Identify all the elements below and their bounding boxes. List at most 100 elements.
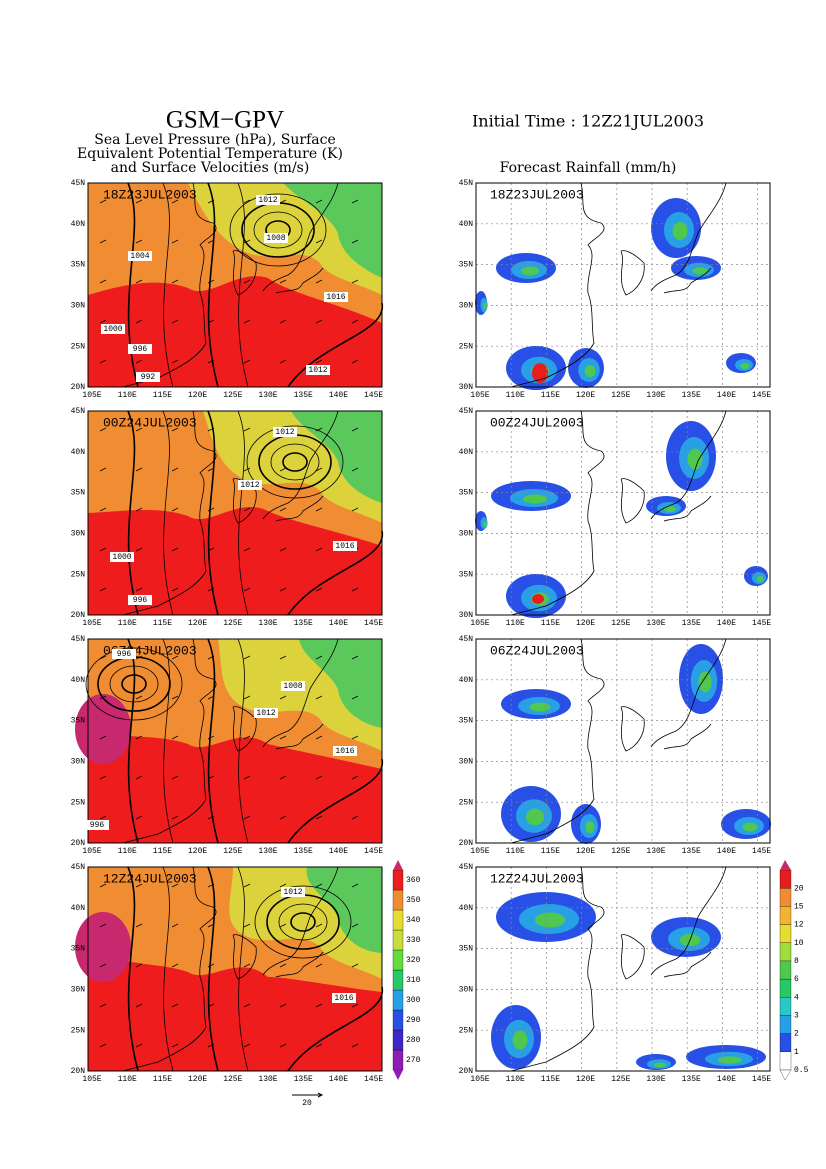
wind-vector bbox=[243, 775, 251, 780]
wind-vector bbox=[207, 359, 215, 364]
colorbar-label: 3 bbox=[794, 1012, 799, 1021]
isobar bbox=[207, 638, 219, 844]
wind-vector bbox=[171, 359, 179, 364]
colorbar-label: 15 bbox=[794, 902, 804, 911]
wind-vector bbox=[243, 319, 251, 324]
colorbar-segment bbox=[392, 889, 404, 911]
wind-vector bbox=[279, 883, 287, 888]
rain-area bbox=[692, 267, 708, 275]
colorbar-segment bbox=[779, 978, 792, 998]
lon-label: 145E bbox=[364, 391, 383, 400]
lon-label: 105E bbox=[82, 619, 101, 628]
wind-vector bbox=[279, 587, 287, 592]
colorbar-segment bbox=[779, 960, 792, 980]
lat-label: 30N bbox=[71, 302, 86, 311]
isobar bbox=[162, 866, 174, 1072]
isobar-label: 1012 bbox=[240, 481, 259, 490]
lon-label: 140E bbox=[329, 391, 348, 400]
wind-vector bbox=[135, 923, 143, 928]
lon-label: 110E bbox=[118, 1075, 137, 1084]
wind-vector bbox=[315, 587, 323, 592]
rain-area bbox=[740, 363, 750, 369]
rain-panel: 06Z24JUL2003 bbox=[475, 638, 771, 844]
wind-vector bbox=[351, 695, 359, 700]
colorbar-segment bbox=[392, 949, 404, 971]
wind-vector bbox=[279, 735, 287, 740]
lat-label: 25N bbox=[459, 1026, 474, 1035]
wind-vector bbox=[207, 467, 215, 472]
rain-area bbox=[756, 576, 764, 582]
lat-label: 30N bbox=[71, 530, 86, 539]
isobar bbox=[254, 885, 352, 959]
wind-vector bbox=[171, 963, 179, 968]
rain-title: Forecast Rainfall (mm/h) bbox=[500, 160, 677, 176]
lon-label: 105E bbox=[470, 391, 489, 400]
isobar-label: 1000 bbox=[112, 553, 131, 562]
wind-vector bbox=[135, 467, 143, 472]
isobar bbox=[287, 530, 383, 616]
wind-vector bbox=[279, 655, 287, 660]
wind-vector bbox=[171, 467, 179, 472]
lat-label: 40N bbox=[459, 220, 474, 229]
frame bbox=[475, 182, 771, 388]
wind-vector bbox=[207, 239, 215, 244]
lon-label: 135E bbox=[294, 391, 313, 400]
frame bbox=[475, 866, 771, 1072]
lon-label: 145E bbox=[752, 391, 771, 400]
isobar-label: 1012 bbox=[308, 366, 327, 375]
wind-vector bbox=[243, 1003, 251, 1008]
isobar-label: 1004 bbox=[130, 252, 149, 261]
theta-panel: 00Z24JUL2003 1012 1012 1016 1000 996 bbox=[87, 410, 383, 616]
wind-vector bbox=[99, 467, 107, 472]
isobar-label: 1008 bbox=[266, 234, 285, 243]
wind-vector bbox=[351, 1043, 359, 1048]
lon-label: 135E bbox=[294, 619, 313, 628]
coastline bbox=[510, 638, 727, 844]
wind-vector bbox=[135, 963, 143, 968]
lon-label: 120E bbox=[188, 847, 207, 856]
wind-vector bbox=[279, 319, 287, 324]
colorbar-label: 20 bbox=[794, 884, 804, 893]
wind-vector bbox=[171, 883, 179, 888]
lat-label: 25N bbox=[71, 798, 86, 807]
colorbar-label: 310 bbox=[406, 976, 421, 985]
wind-vector bbox=[315, 735, 323, 740]
lon-label: 125E bbox=[611, 391, 630, 400]
lon-label: 135E bbox=[682, 1075, 701, 1084]
colorbar-end bbox=[779, 1069, 792, 1081]
isobar bbox=[162, 638, 174, 844]
lon-label: 115E bbox=[541, 847, 560, 856]
theta-magenta bbox=[75, 694, 131, 764]
wind-vector bbox=[279, 1043, 287, 1048]
isobar bbox=[278, 903, 328, 941]
colorbar-label: 340 bbox=[406, 916, 421, 925]
wind-vector bbox=[315, 467, 323, 472]
wind-vector bbox=[243, 507, 251, 512]
lon-label: 145E bbox=[752, 1075, 771, 1084]
wind-vector bbox=[99, 963, 107, 968]
panel-time: 12Z24JUL2003 bbox=[490, 871, 584, 886]
wind-vector bbox=[207, 199, 215, 204]
theta-panel: 18Z23JUL2003 1012 1008 1004 1016 1000 996 992 10… bbox=[87, 182, 383, 388]
colorbar-segment bbox=[779, 888, 792, 907]
rain-area bbox=[672, 222, 688, 240]
colorbar-label: 0.5 bbox=[794, 1066, 809, 1075]
wind-vector bbox=[315, 1043, 323, 1048]
wind-vector bbox=[99, 507, 107, 512]
wind-vector bbox=[171, 923, 179, 928]
lat-label: 20N bbox=[459, 839, 474, 848]
isobar-label-bg bbox=[110, 552, 134, 562]
frame bbox=[475, 638, 771, 844]
frame bbox=[87, 182, 383, 388]
wind-vector bbox=[315, 815, 323, 820]
lat-label: 30N bbox=[459, 986, 474, 995]
lat-label: 35N bbox=[459, 717, 474, 726]
lat-label: 35N bbox=[459, 945, 474, 954]
lon-label: 130E bbox=[646, 391, 665, 400]
colorbar-segment bbox=[779, 906, 792, 925]
lon-label: 105E bbox=[82, 1075, 101, 1084]
wind-vector bbox=[243, 735, 251, 740]
lon-label: 110E bbox=[506, 391, 525, 400]
colorbar-segment bbox=[392, 1029, 404, 1051]
